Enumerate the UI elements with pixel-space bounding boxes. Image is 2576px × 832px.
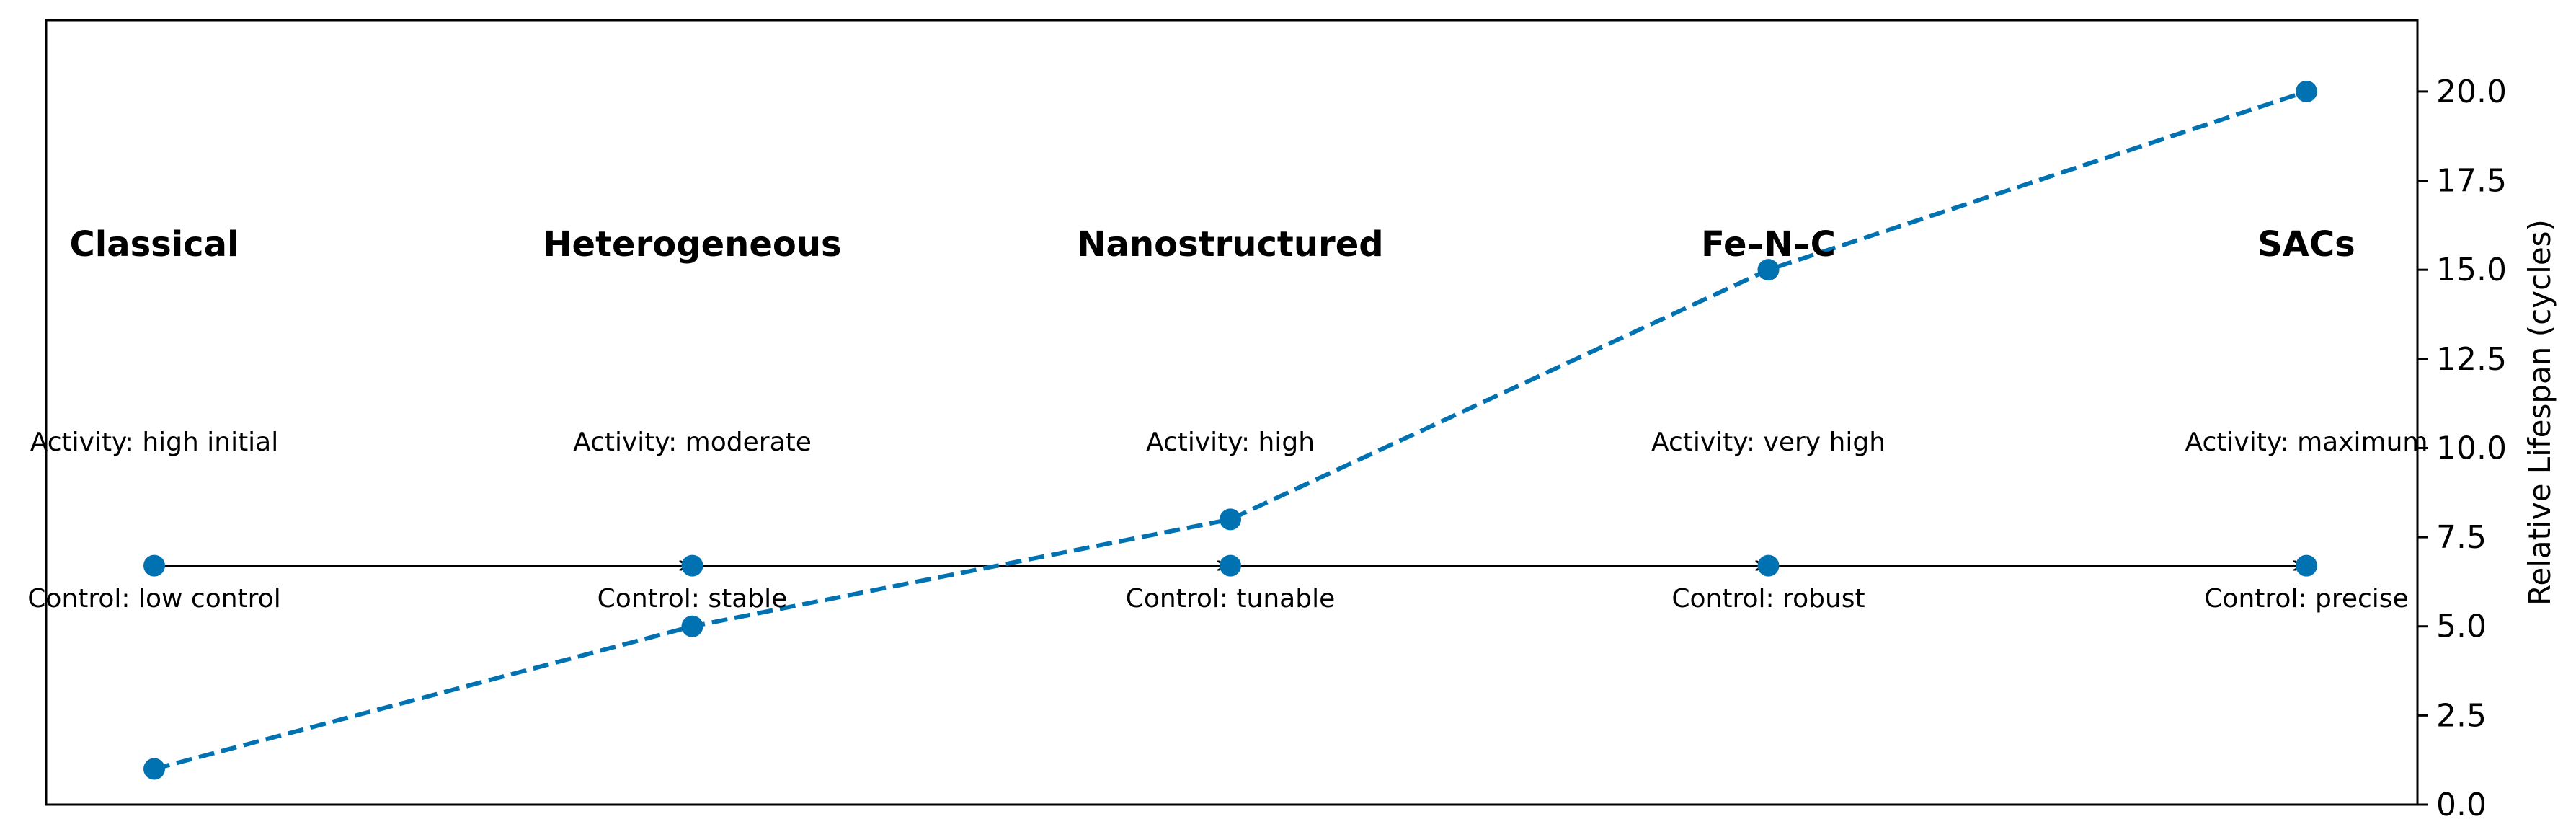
y-tick-label: 17.5 xyxy=(2436,163,2507,200)
y-tick-label: 10.0 xyxy=(2436,430,2507,466)
y-tick-label: 7.5 xyxy=(2436,519,2487,556)
stage-title: Fe–N–C xyxy=(1701,224,1836,265)
lifespan-series-line xyxy=(154,89,2307,771)
y-tick-label: 0.0 xyxy=(2436,787,2487,823)
stage-control-label: Control: precise xyxy=(2204,584,2408,614)
stage-text-layer: Classical Activity: high initial Control: … xyxy=(27,224,2428,614)
stage-activity-label: Activity: high xyxy=(1146,428,1315,457)
lifespan-point xyxy=(2296,80,2317,102)
timeline-marker xyxy=(2296,554,2317,577)
lifespan-point xyxy=(1220,508,1241,531)
stage-title: Heterogeneous xyxy=(543,224,841,265)
timeline-marker xyxy=(143,554,165,577)
stage-activity-label: Activity: moderate xyxy=(573,428,812,457)
stage-control-label: Control: robust xyxy=(1671,584,1865,614)
lifespan-point xyxy=(681,615,703,637)
axes-layer: 0.0 2.5 5.0 7.5 10.0 12.5 15.0 17.5 20.0 xyxy=(45,19,2507,823)
y-axis-label: Relative Lifespan (cycles) xyxy=(2522,219,2557,606)
timeline-layer xyxy=(143,554,2317,577)
stage-control-label: Control: low control xyxy=(27,584,280,614)
lifespan-point xyxy=(143,758,165,780)
stage-title: Nanostructured xyxy=(1077,224,1383,265)
stage-activity-label: Activity: very high xyxy=(1651,428,1886,457)
y-tick-label: 15.0 xyxy=(2436,252,2507,288)
lifespan-point xyxy=(1757,259,1780,281)
stage-activity-label: Activity: maximum xyxy=(2185,428,2428,457)
stage-title: Classical xyxy=(70,224,239,265)
y-tick-label: 2.5 xyxy=(2436,697,2487,734)
stage-title: SACs xyxy=(2257,224,2355,265)
series-layer xyxy=(143,80,2317,780)
y-tick-label: 12.5 xyxy=(2436,341,2507,378)
stage-control-label: Control: tunable xyxy=(1126,584,1336,614)
stage-activity-label: Activity: high initial xyxy=(30,428,279,457)
y-tick-label: 20.0 xyxy=(2436,74,2507,110)
timeline-marker xyxy=(681,554,703,577)
timeline-marker xyxy=(1757,554,1780,577)
y-tick-label: 5.0 xyxy=(2436,608,2487,645)
stage-control-label: Control: stable xyxy=(598,584,788,614)
timeline-marker xyxy=(1220,554,1241,577)
plot-frame xyxy=(45,19,2419,806)
